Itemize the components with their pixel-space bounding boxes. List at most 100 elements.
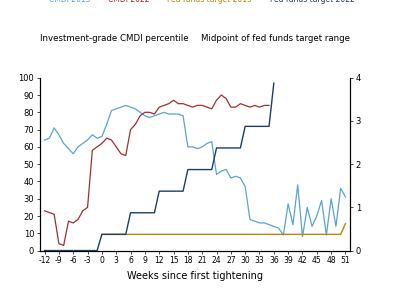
CMDI 2022 xyxy=(66,219,71,223)
CMDI 2022 xyxy=(52,213,57,216)
Fed funds target 2022 xyxy=(109,233,114,236)
Fed funds target 2022 xyxy=(71,249,76,252)
Fed funds target 2022 xyxy=(209,168,214,171)
CMDI 2015 xyxy=(343,195,348,199)
Fed funds target 2022 xyxy=(190,168,195,171)
Text: Investment-grade CMDI percentile: Investment-grade CMDI percentile xyxy=(40,34,188,43)
Fed funds target 2022 xyxy=(171,190,176,193)
CMDI 2022 xyxy=(152,112,157,116)
CMDI 2022 xyxy=(171,98,176,102)
Fed funds target 2015 xyxy=(324,233,329,236)
Fed funds target 2022 xyxy=(95,249,100,252)
Fed funds target 2022 xyxy=(267,125,271,128)
Fed funds target 2015 xyxy=(214,233,219,236)
Fed funds target 2022 xyxy=(147,211,152,215)
Fed funds target 2022 xyxy=(61,249,66,252)
Fed funds target 2022 xyxy=(195,168,200,171)
CMDI 2022 xyxy=(181,102,185,105)
CMDI 2015 xyxy=(80,142,85,145)
CMDI 2022 xyxy=(243,104,248,107)
CMDI 2022 xyxy=(257,105,262,109)
CMDI 2022 xyxy=(128,128,133,131)
Line: Fed funds target 2022: Fed funds target 2022 xyxy=(45,83,274,251)
Text: Midpoint of fed funds target range: Midpoint of fed funds target range xyxy=(201,34,350,43)
CMDI 2022 xyxy=(205,105,209,109)
CMDI 2015 xyxy=(243,185,248,188)
CMDI 2022 xyxy=(166,102,171,105)
Fed funds target 2022 xyxy=(142,211,147,215)
CMDI 2022 xyxy=(176,102,181,105)
Fed funds target 2022 xyxy=(42,249,47,252)
CMDI 2022 xyxy=(209,107,214,111)
CMDI 2022 xyxy=(123,154,128,157)
Fed funds target 2022 xyxy=(166,190,171,193)
CMDI 2022 xyxy=(80,209,85,213)
CMDI 2022 xyxy=(85,206,90,209)
CMDI 2015 xyxy=(300,235,305,238)
CMDI 2022 xyxy=(238,102,243,105)
CMDI 2015 xyxy=(214,173,219,176)
CMDI 2022 xyxy=(162,104,166,107)
Fed funds target 2022 xyxy=(200,168,205,171)
CMDI 2015 xyxy=(171,112,176,116)
CMDI 2022 xyxy=(233,105,238,109)
CMDI 2022 xyxy=(190,105,195,109)
CMDI 2022 xyxy=(262,104,267,107)
Fed funds target 2022 xyxy=(257,125,262,128)
Fed funds target 2022 xyxy=(219,146,224,150)
Fed funds target 2022 xyxy=(133,211,138,215)
CMDI 2022 xyxy=(138,114,142,118)
CMDI 2022 xyxy=(95,145,100,149)
Legend: CMDI 2015, CMDI 2022, Fed funds target 2015, Fed funds target 2022: CMDI 2015, CMDI 2022, Fed funds target 2… xyxy=(32,0,358,7)
Line: Fed funds target 2015: Fed funds target 2015 xyxy=(102,223,345,234)
CMDI 2022 xyxy=(90,149,95,152)
Fed funds target 2022 xyxy=(80,249,85,252)
Fed funds target 2022 xyxy=(262,125,267,128)
Fed funds target 2022 xyxy=(238,146,243,150)
Fed funds target 2022 xyxy=(271,82,276,85)
CMDI 2022 xyxy=(214,98,219,102)
Fed funds target 2022 xyxy=(76,249,80,252)
Fed funds target 2022 xyxy=(176,190,181,193)
X-axis label: Weeks since first tightening: Weeks since first tightening xyxy=(127,271,263,281)
Fed funds target 2022 xyxy=(162,190,166,193)
CMDI 2022 xyxy=(219,93,224,97)
CMDI 2022 xyxy=(248,105,252,109)
Fed funds target 2022 xyxy=(119,233,123,236)
Fed funds target 2022 xyxy=(128,211,133,215)
Fed funds target 2022 xyxy=(47,249,52,252)
CMDI 2022 xyxy=(133,123,138,126)
CMDI 2015 xyxy=(123,104,128,107)
CMDI 2022 xyxy=(76,218,80,221)
CMDI 2022 xyxy=(100,142,104,145)
CMDI 2022 xyxy=(57,242,61,245)
CMDI 2022 xyxy=(109,138,114,142)
Fed funds target 2022 xyxy=(52,249,57,252)
Fed funds target 2022 xyxy=(185,168,190,171)
Line: CMDI 2015: CMDI 2015 xyxy=(45,105,345,237)
Fed funds target 2022 xyxy=(138,211,142,215)
CMDI 2022 xyxy=(195,104,200,107)
Fed funds target 2015 xyxy=(100,233,104,236)
Fed funds target 2022 xyxy=(57,249,61,252)
Fed funds target 2022 xyxy=(90,249,95,252)
CMDI 2022 xyxy=(47,211,52,214)
Fed funds target 2022 xyxy=(252,125,257,128)
CMDI 2015 xyxy=(42,138,47,142)
Fed funds target 2022 xyxy=(85,249,90,252)
Fed funds target 2022 xyxy=(104,233,109,236)
Fed funds target 2022 xyxy=(181,190,185,193)
CMDI 2022 xyxy=(147,111,152,114)
Fed funds target 2022 xyxy=(123,233,128,236)
Fed funds target 2022 xyxy=(243,125,248,128)
CMDI 2022 xyxy=(42,209,47,213)
CMDI 2022 xyxy=(61,244,66,247)
Fed funds target 2022 xyxy=(205,168,209,171)
CMDI 2022 xyxy=(224,97,228,100)
Fed funds target 2022 xyxy=(100,233,104,236)
Fed funds target 2022 xyxy=(157,190,162,193)
CMDI 2022 xyxy=(119,152,123,156)
Fed funds target 2022 xyxy=(248,125,252,128)
Fed funds target 2015 xyxy=(257,233,262,236)
CMDI 2022 xyxy=(142,111,147,114)
